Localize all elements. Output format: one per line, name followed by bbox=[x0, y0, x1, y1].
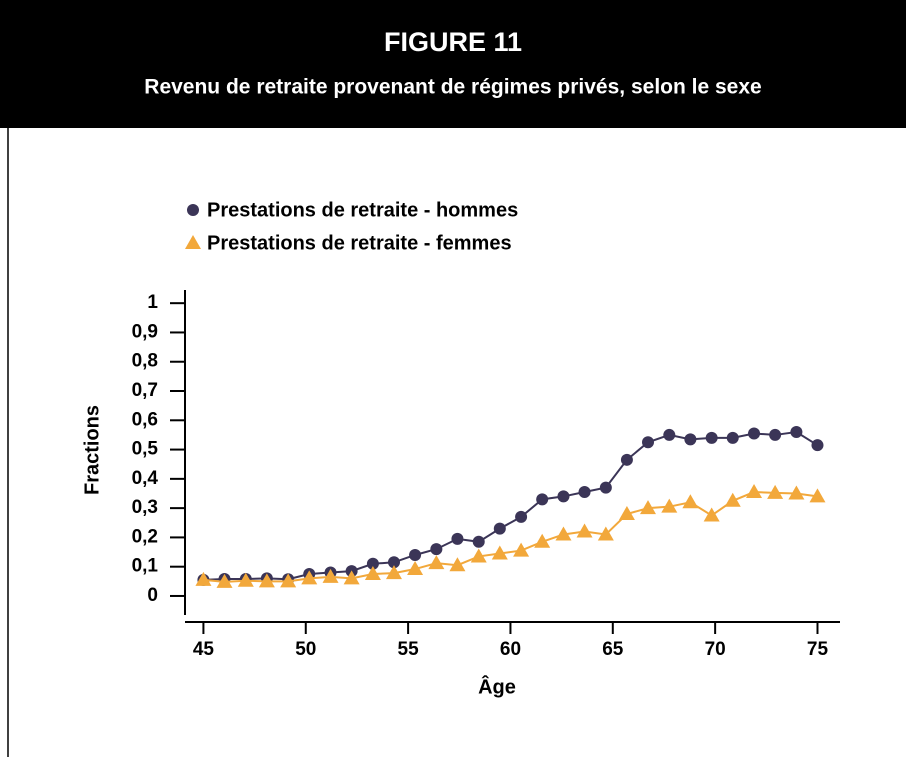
circle-marker bbox=[430, 543, 443, 556]
y-tick-label: 0,5 bbox=[132, 439, 159, 460]
circle-marker bbox=[748, 427, 761, 440]
y-tick-label: 0,2 bbox=[132, 526, 158, 547]
circle-marker bbox=[790, 426, 803, 439]
triangle-marker bbox=[280, 573, 297, 588]
y-tick-label: 0 bbox=[147, 585, 158, 606]
triangle-marker bbox=[449, 557, 466, 572]
chart-subtitle: Revenu de retraite provenant de régimes … bbox=[144, 76, 761, 99]
triangle-marker bbox=[534, 533, 551, 548]
chart-title: FIGURE 11 bbox=[384, 27, 522, 57]
header-band bbox=[0, 0, 906, 128]
triangle-marker bbox=[682, 494, 699, 509]
triangle-marker bbox=[618, 505, 635, 520]
y-tick-label: 0,8 bbox=[132, 351, 158, 372]
circle-marker bbox=[599, 481, 612, 494]
triangle-marker bbox=[237, 572, 254, 587]
triangle-marker bbox=[746, 484, 763, 499]
triangle-marker bbox=[640, 500, 657, 515]
y-tick-label: 1 bbox=[147, 292, 158, 313]
y-tick-label: 0,1 bbox=[132, 556, 159, 577]
x-tick-label: 45 bbox=[193, 639, 215, 660]
circle-marker bbox=[557, 490, 570, 503]
triangle-marker bbox=[470, 548, 487, 563]
y-axis-label: Fractions bbox=[81, 405, 103, 495]
legend-marker bbox=[185, 235, 201, 249]
triangle-marker bbox=[364, 566, 381, 581]
triangle-marker bbox=[767, 484, 784, 499]
circle-marker bbox=[409, 548, 422, 561]
triangle-marker bbox=[258, 573, 275, 588]
circle-marker bbox=[578, 486, 591, 499]
x-tick-label: 60 bbox=[500, 639, 521, 660]
circle-marker bbox=[705, 431, 718, 444]
triangle-marker bbox=[703, 507, 720, 522]
circle-marker bbox=[811, 439, 824, 452]
x-tick-label: 75 bbox=[807, 639, 829, 660]
legend-label: Prestations de retraite - hommes bbox=[207, 199, 518, 221]
circle-marker bbox=[620, 453, 633, 466]
triangle-marker bbox=[407, 561, 424, 576]
circle-marker bbox=[472, 535, 485, 548]
triangle-marker bbox=[301, 570, 318, 585]
triangle-marker bbox=[428, 555, 445, 570]
circle-marker bbox=[387, 556, 400, 569]
triangle-marker bbox=[491, 545, 508, 560]
circle-marker bbox=[451, 532, 464, 545]
circle-marker bbox=[663, 428, 676, 441]
x-tick-label: 55 bbox=[398, 639, 420, 660]
legend-label: Prestations de retraite - femmes bbox=[207, 232, 512, 254]
circle-marker bbox=[684, 433, 697, 446]
circle-marker bbox=[769, 428, 782, 441]
triangle-marker bbox=[216, 573, 233, 588]
y-tick-label: 0,6 bbox=[132, 409, 158, 430]
x-axis-label: Âge bbox=[478, 674, 516, 698]
circle-marker bbox=[642, 436, 655, 449]
triangle-marker bbox=[322, 568, 339, 583]
triangle-marker bbox=[724, 492, 741, 507]
triangle-marker bbox=[195, 571, 212, 586]
triangle-marker bbox=[809, 488, 826, 503]
legend-marker bbox=[187, 204, 199, 216]
triangle-marker bbox=[597, 526, 614, 541]
triangle-marker bbox=[555, 526, 572, 541]
circle-marker bbox=[726, 431, 739, 444]
y-tick-label: 0,3 bbox=[132, 497, 158, 518]
triangle-marker bbox=[343, 570, 360, 585]
triangle-marker bbox=[576, 523, 593, 538]
series-line bbox=[203, 491, 818, 583]
triangle-marker bbox=[788, 485, 805, 500]
circle-marker bbox=[536, 493, 549, 506]
triangle-marker bbox=[661, 498, 678, 513]
y-tick-label: 0,4 bbox=[132, 468, 159, 489]
x-tick-label: 65 bbox=[602, 639, 624, 660]
triangle-marker bbox=[513, 542, 530, 557]
circle-marker bbox=[493, 522, 506, 535]
y-tick-label: 0,7 bbox=[132, 380, 158, 401]
circle-marker bbox=[515, 510, 528, 523]
triangle-marker bbox=[385, 565, 402, 580]
y-tick-label: 0,9 bbox=[132, 321, 158, 342]
x-tick-label: 50 bbox=[295, 639, 316, 660]
circle-marker bbox=[366, 557, 379, 570]
x-tick-label: 70 bbox=[705, 639, 726, 660]
